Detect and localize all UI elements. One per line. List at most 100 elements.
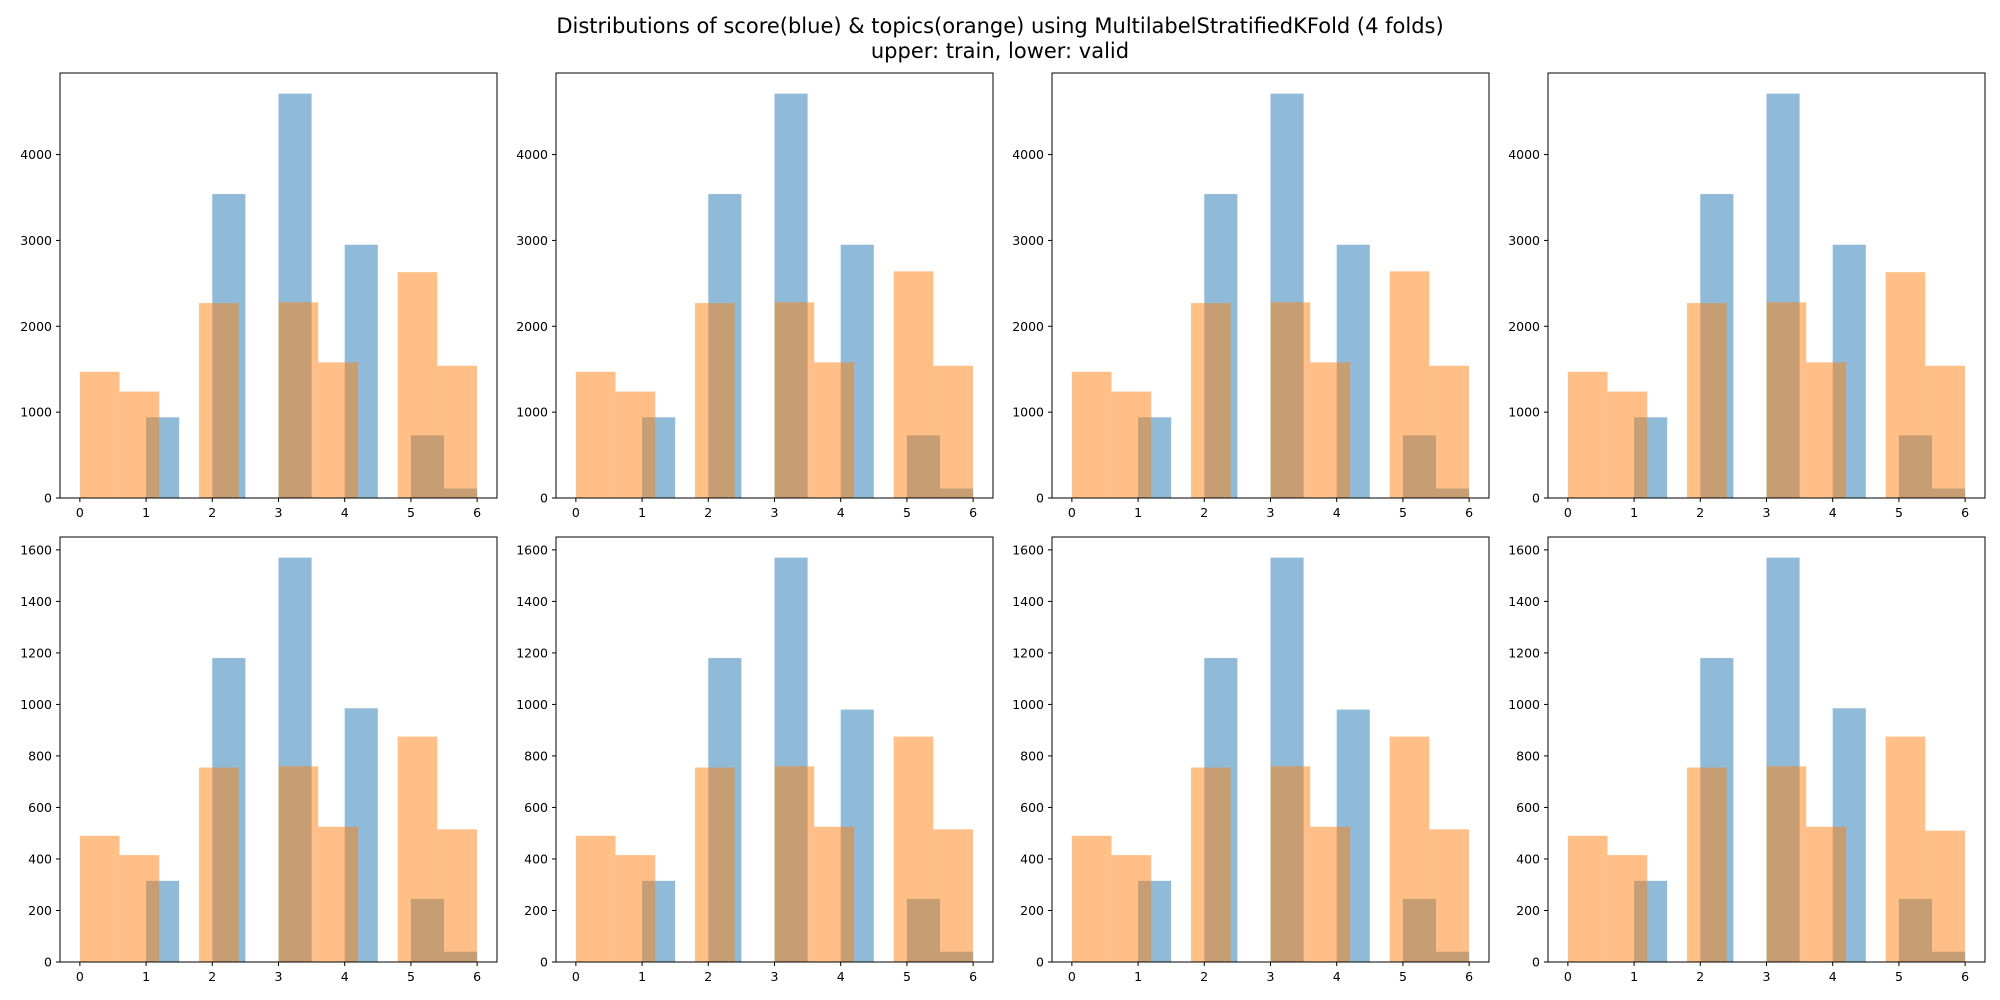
y-tick-label: 1200 — [20, 645, 52, 660]
y-tick-label: 400 — [28, 851, 52, 866]
x-tick-label: 2 — [208, 505, 216, 520]
topics-bar — [1310, 362, 1350, 498]
subplot-valid-fold-2: 0 1 2 3 4 5 6 0 200 400 600 800 1000 1200 1400 1600 — [516, 536, 994, 984]
y-tick-label: 1600 — [516, 542, 548, 557]
y-tick-label: 0 — [1036, 491, 1044, 506]
x-tick-label: 3 — [1267, 969, 1275, 984]
y-tick-label: 1400 — [20, 594, 52, 609]
y-tick-label: 4000 — [20, 147, 52, 162]
x-tick-label: 0 — [1564, 969, 1572, 984]
y-tick-label: 1200 — [1508, 645, 1540, 660]
x-tick-label: 0 — [1564, 505, 1572, 520]
topics-bar — [1429, 365, 1470, 498]
x-tick-label: 5 — [903, 505, 911, 520]
y-tick-label: 3000 — [516, 233, 548, 248]
y-tick-label: 2000 — [1012, 319, 1044, 334]
topics-bar — [1806, 826, 1846, 962]
topics-bar — [318, 362, 358, 498]
y-tick-label: 3000 — [1012, 233, 1044, 248]
x-tick-label: 5 — [407, 969, 415, 984]
topics-bar — [814, 826, 854, 962]
y-tick-label: 1200 — [516, 645, 548, 660]
x-tick-label: 3 — [275, 505, 283, 520]
x-tick-label: 3 — [275, 969, 283, 984]
y-tick-label: 600 — [1020, 800, 1044, 815]
x-tick-label: 4 — [837, 969, 845, 984]
x-tick-label: 5 — [407, 505, 415, 520]
x-tick-label: 1 — [1630, 969, 1638, 984]
y-tick-label: 400 — [1516, 851, 1540, 866]
y-tick-label: 0 — [540, 955, 548, 970]
y-tick-label: 1400 — [516, 594, 548, 609]
x-tick-label: 2 — [704, 969, 712, 984]
topics-bar — [397, 272, 438, 498]
title-line-2: upper: train, lower: valid — [870, 39, 1130, 63]
x-tick-label: 4 — [341, 505, 349, 520]
topics-bar — [1687, 303, 1727, 498]
y-tick-label: 0 — [1532, 491, 1540, 506]
subplot-train-fold-4: 0 1 2 3 4 5 6 0 1000 2000 3000 4000 — [1508, 72, 1986, 520]
y-tick-label: 1000 — [1508, 405, 1540, 420]
x-tick-label: 3 — [1763, 969, 1771, 984]
x-tick-label: 6 — [1465, 969, 1473, 984]
topics-bar — [1389, 271, 1430, 498]
y-tick-label: 1000 — [516, 697, 548, 712]
y-tick-label: 1000 — [20, 405, 52, 420]
x-tick-label: 3 — [771, 969, 779, 984]
topics-bar — [893, 271, 934, 498]
x-tick-label: 6 — [969, 505, 977, 520]
x-tick-label: 0 — [76, 969, 84, 984]
topics-bar — [1766, 302, 1807, 498]
topics-bar — [774, 302, 815, 498]
x-tick-label: 2 — [1696, 505, 1704, 520]
x-tick-label: 4 — [341, 969, 349, 984]
x-tick-label: 4 — [1829, 969, 1837, 984]
y-tick-label: 200 — [524, 903, 548, 918]
x-tick-label: 6 — [1465, 505, 1473, 520]
topics-bar — [1925, 830, 1966, 962]
topics-bar — [318, 826, 358, 962]
topics-bar — [933, 365, 974, 498]
x-tick-label: 0 — [1068, 969, 1076, 984]
x-tick-label: 4 — [1829, 505, 1837, 520]
topics-bar — [1071, 371, 1112, 498]
x-tick-label: 2 — [208, 969, 216, 984]
x-tick-label: 5 — [903, 969, 911, 984]
y-tick-label: 400 — [524, 851, 548, 866]
topics-bar — [1270, 302, 1311, 498]
topics-bar — [1111, 391, 1152, 498]
x-tick-label: 1 — [142, 505, 150, 520]
x-tick-label: 6 — [1961, 505, 1969, 520]
topics-bar — [1429, 829, 1470, 962]
x-tick-label: 0 — [76, 505, 84, 520]
topics-bar — [695, 767, 735, 962]
subplot-valid-fold-3: 0 1 2 3 4 5 6 0 200 400 600 800 1000 1200 1400 1600 — [1012, 536, 1490, 984]
topics-bar — [615, 855, 656, 962]
topics-bar — [79, 371, 120, 498]
topics-bar — [278, 302, 319, 498]
x-tick-label: 4 — [1333, 969, 1341, 984]
x-tick-label: 1 — [142, 969, 150, 984]
x-tick-label: 2 — [1200, 969, 1208, 984]
x-tick-label: 1 — [1630, 505, 1638, 520]
topics-bar — [1687, 767, 1727, 962]
topics-bar — [1766, 766, 1807, 962]
topics-bar — [1607, 855, 1648, 962]
x-tick-label: 6 — [473, 505, 481, 520]
topics-bar — [1925, 365, 1966, 498]
y-tick-label: 4000 — [516, 147, 548, 162]
figure-title: Distributions of score(blue) & topics(or… — [0, 14, 2000, 64]
topics-bar — [1111, 855, 1152, 962]
y-tick-label: 200 — [1020, 903, 1044, 918]
y-tick-label: 600 — [28, 800, 52, 815]
topics-bar — [615, 391, 656, 498]
y-tick-label: 1000 — [1508, 697, 1540, 712]
topics-bar — [199, 303, 239, 498]
y-tick-label: 0 — [1036, 955, 1044, 970]
x-tick-label: 1 — [638, 505, 646, 520]
topics-bar — [1567, 835, 1608, 962]
x-tick-label: 5 — [1399, 969, 1407, 984]
subplot-train-fold-1: 0 1 2 3 4 5 6 0 1000 2000 3000 4000 — [20, 72, 498, 520]
y-tick-label: 2000 — [516, 319, 548, 334]
